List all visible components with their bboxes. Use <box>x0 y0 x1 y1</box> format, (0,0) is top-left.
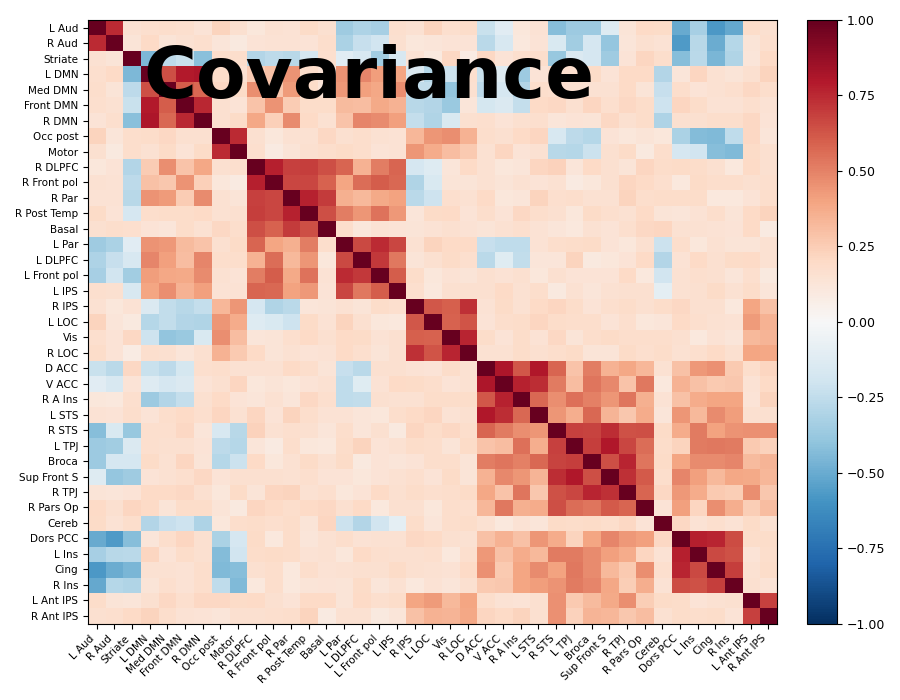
Text: Covariance: Covariance <box>143 44 594 113</box>
